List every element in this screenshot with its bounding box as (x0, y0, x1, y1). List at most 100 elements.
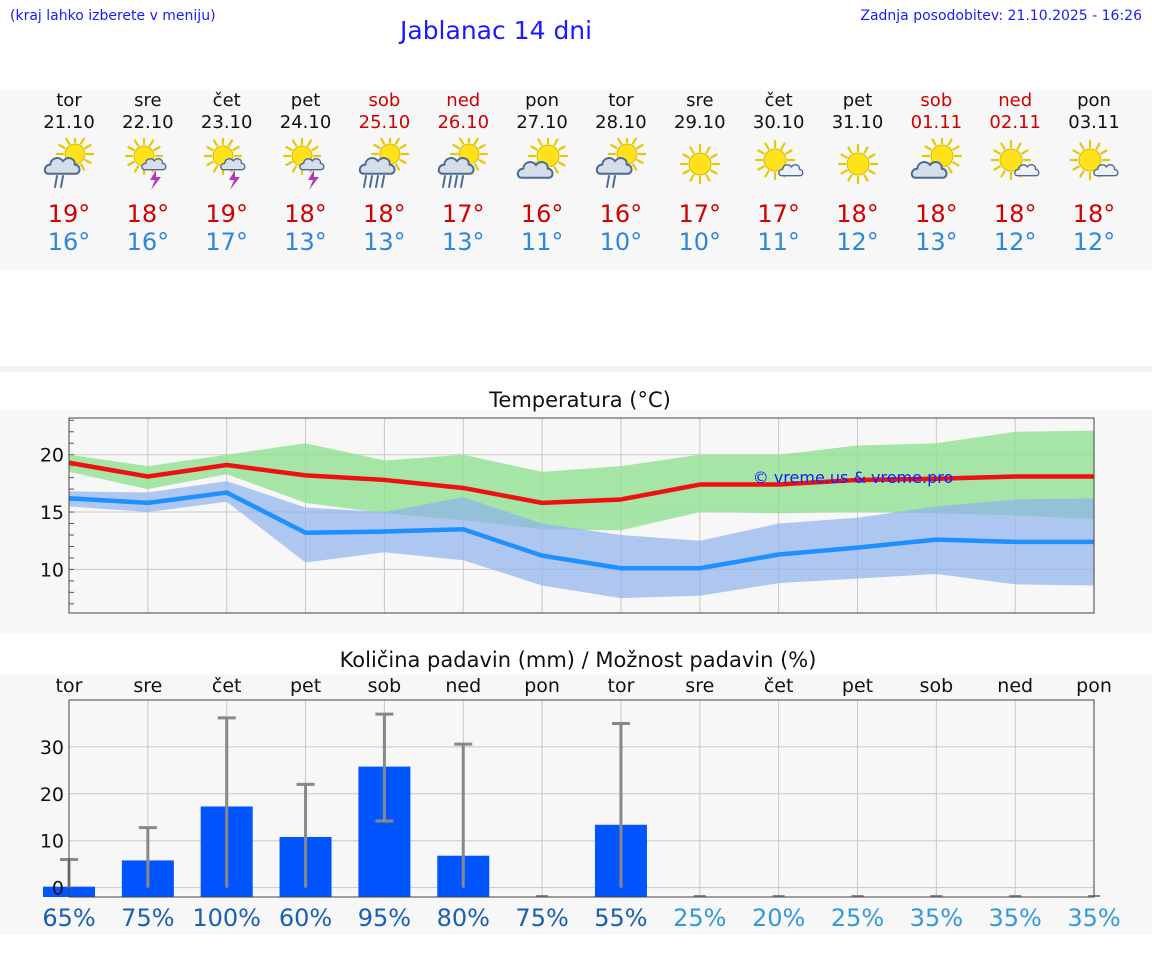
x-tick-label: sob (920, 675, 954, 697)
day-name: ned (446, 90, 481, 111)
x-tick-label: tor (56, 675, 83, 697)
x-tick-label: tor (608, 675, 635, 697)
last-update: Zadnja posodobitev: 21.10.2025 - 16:26 (860, 8, 1142, 24)
x-tick-label: pon (524, 675, 560, 697)
day-column: tor 28.10 16° 10° (581, 90, 661, 256)
day-column: pon 27.10 16° 11° (502, 90, 582, 256)
min-range-band (69, 481, 1095, 599)
temperature-chart-title: Temperatura (°C) (489, 388, 671, 412)
temp-max: 19° (205, 200, 248, 228)
day-name: sre (686, 90, 714, 111)
day-name: sob (368, 90, 401, 111)
max-temperature-line (68, 460, 1095, 506)
sun-cloud-thunder-icon (124, 138, 167, 190)
day-name: tor (56, 90, 82, 111)
y-tick-label: 10 (40, 831, 64, 853)
day-date: 21.10 (43, 112, 95, 133)
temp-min: 13° (363, 228, 406, 256)
x-tick-label: sre (133, 675, 162, 697)
temp-max: 18° (993, 200, 1037, 228)
precip-probability: 75% (515, 904, 568, 932)
day-name: sob (920, 90, 953, 111)
day-name: čet (212, 90, 241, 111)
location-hint: (kraj lahko izberete v meniju) (10, 8, 216, 24)
day-column: ned 26.10 17° 13° (423, 90, 503, 256)
x-tick-label: čet (764, 675, 794, 697)
temp-max: 19° (47, 200, 91, 228)
day-name: pet (290, 90, 321, 111)
day-column: sob 25.10 18° 13° (344, 90, 424, 256)
y-tick-label: 20 (40, 445, 64, 467)
day-name: tor (608, 90, 634, 111)
day-column: sob 01.11 18° 13° (896, 90, 976, 256)
day-column: sre 22.10 18° 16° (108, 90, 188, 256)
x-tick-label: čet (212, 675, 242, 697)
day-name: sre (134, 90, 162, 111)
sun-small-cloud-icon (991, 139, 1040, 181)
day-date: 25.10 (358, 112, 411, 133)
temp-min: 13° (915, 228, 958, 256)
sun-icon (679, 143, 720, 185)
temp-min: 12° (1072, 228, 1116, 256)
day-column: sre 29.10 17° 10° (660, 90, 740, 256)
temp-min: 17° (205, 228, 248, 256)
precip-probability: 60% (279, 904, 332, 932)
day-column: čet 30.10 17° 11° (739, 90, 819, 256)
precip-probability: 35% (1067, 904, 1120, 932)
sun-icon (837, 143, 878, 185)
temp-min: 16° (126, 228, 170, 256)
day-date: 30.10 (752, 112, 805, 133)
precipitation-chart: tor sre čet pet sob ned pon tor sre čet pet sob ned p… (40, 675, 1121, 932)
day-date: 22.10 (122, 112, 174, 133)
temp-max: 16° (599, 200, 643, 228)
temp-min: 13° (284, 228, 327, 256)
day-date: 02.11 (989, 112, 1041, 133)
day-column: pon 03.11 18° 12° (1054, 90, 1134, 256)
x-tick-label: pon (1076, 675, 1112, 697)
y-tick-label: 15 (40, 502, 64, 524)
temp-max: 18° (363, 200, 406, 228)
separator (0, 366, 1152, 372)
sun-cloud-heavy-rain-icon (438, 138, 489, 188)
temp-min: 12° (836, 228, 879, 256)
temp-min: 16° (47, 228, 91, 256)
day-name: pet (842, 90, 873, 111)
x-tick-label: pet (290, 675, 321, 697)
temp-max: 17° (678, 200, 722, 228)
day-column: tor 21.10 19° 16° (29, 90, 109, 256)
y-tick-label: 30 (40, 737, 64, 759)
sun-cloud-rain-icon (595, 138, 647, 188)
precip-probability: 25% (831, 904, 884, 932)
sun-cloud-icon (911, 138, 963, 179)
precip-probability: 65% (42, 904, 95, 932)
x-tick-label: sob (368, 675, 402, 697)
temp-min: 11° (520, 228, 564, 256)
day-column: čet 23.10 19° 17° (187, 90, 267, 256)
day-name: ned (998, 90, 1033, 111)
precipitation-chart-title: Količina padavin (mm) / Možnost padavin … (339, 648, 817, 672)
temp-max: 18° (284, 200, 327, 228)
min-temperature-line (68, 490, 1095, 571)
precip-probability: 20% (752, 904, 805, 932)
y-tick-label: 10 (40, 559, 64, 581)
day-name: pon (525, 90, 560, 111)
x-tick-label: ned (997, 675, 1033, 697)
sun-cloud-thunder-icon (282, 138, 325, 190)
temp-min: 13° (441, 228, 485, 256)
day-date: 24.10 (279, 112, 332, 133)
watermark: © vreme.us & vreme.pro (753, 468, 954, 487)
x-tick-label: pet (842, 675, 873, 697)
precip-probability: 95% (358, 904, 411, 932)
forecast-band (0, 90, 1152, 270)
day-date: 23.10 (200, 112, 253, 133)
max-range-band (69, 430, 1095, 531)
day-forecast-row: tor 21.10 19° 16° sre 22.10 18° 16° čet 23.10 19° 1… (0, 90, 1152, 270)
temp-max: 17° (441, 200, 485, 228)
temp-max: 18° (1072, 200, 1116, 228)
day-column: pet 24.10 18° 13° (266, 90, 346, 256)
y-tick-label: 0 (52, 878, 64, 900)
temp-min: 11° (757, 228, 800, 256)
temp-min: 10° (678, 228, 722, 256)
precip-probability: 25% (673, 904, 726, 932)
sun-cloud-thunder-icon (203, 138, 246, 190)
